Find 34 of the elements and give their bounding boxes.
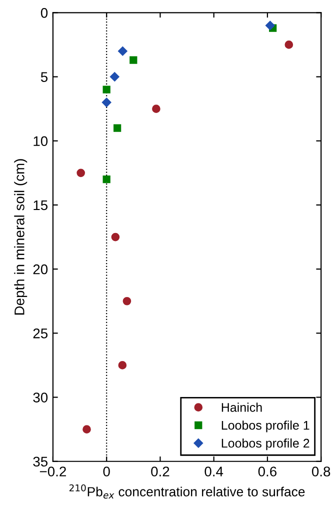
x-tick-label: 0.6: [258, 466, 276, 476]
point: [102, 98, 112, 108]
point: [152, 104, 160, 113]
y-tick-label: 15: [34, 200, 48, 210]
x-axis-title: $^{210}$Pb$_{ex}$ concentration relative to surface: [69, 484, 305, 499]
legend-label: Loobos profile 2: [222, 438, 310, 450]
legend-label: Loobos profile 1: [222, 420, 310, 432]
x-tick-label: 0: [103, 466, 110, 476]
x-tick-label: 0.4: [204, 466, 224, 476]
x-tick-label: −0.2: [40, 466, 66, 476]
y-tick-label: 20: [33, 264, 48, 274]
point: [102, 176, 110, 184]
x-tick-label: 0.2: [151, 466, 170, 476]
legend-label: Hainich: [222, 402, 262, 412]
point: [82, 425, 91, 434]
point: [118, 361, 127, 370]
point: [130, 56, 138, 64]
y-tick-label: 5: [40, 72, 48, 82]
point: [113, 124, 122, 132]
point: [284, 40, 294, 49]
point: [111, 232, 120, 242]
y-tick-label: 35: [33, 456, 48, 467]
y-tick-label: 0: [40, 8, 48, 18]
point: [110, 72, 120, 82]
point: [76, 168, 86, 178]
y-tick-label: 25: [33, 328, 48, 338]
point: [118, 46, 128, 56]
point: [266, 20, 275, 30]
y-tick-label: 30: [33, 392, 48, 402]
x-tick-label: 0.8: [312, 466, 330, 476]
y-axis-title: Depth in mineral soil (cm): [14, 159, 28, 315]
point: [102, 86, 110, 94]
point: [122, 296, 132, 306]
y-tick-label: 10: [34, 136, 48, 146]
